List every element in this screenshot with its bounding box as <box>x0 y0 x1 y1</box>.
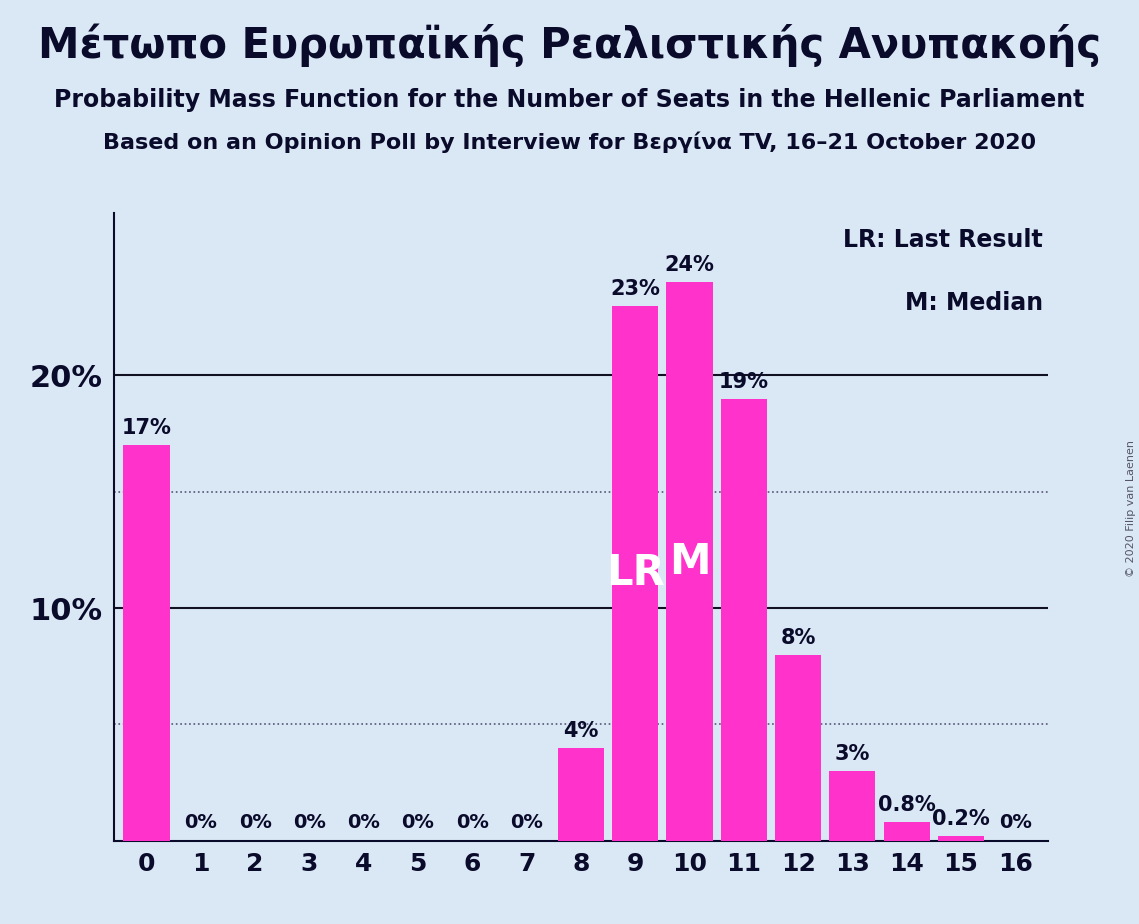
Text: 19%: 19% <box>719 371 769 392</box>
Bar <box>612 306 658 841</box>
Text: 0%: 0% <box>239 812 271 832</box>
Text: 0%: 0% <box>402 812 434 832</box>
Bar <box>775 655 821 841</box>
Text: LR: Last Result: LR: Last Result <box>844 228 1043 252</box>
Text: 8%: 8% <box>780 627 816 648</box>
Bar <box>721 398 767 841</box>
Text: 0%: 0% <box>347 812 380 832</box>
Bar <box>123 445 170 841</box>
Text: 17%: 17% <box>122 419 171 438</box>
Bar <box>884 822 929 841</box>
Text: © 2020 Filip van Laenen: © 2020 Filip van Laenen <box>1126 440 1136 577</box>
Text: Probability Mass Function for the Number of Seats in the Hellenic Parliament: Probability Mass Function for the Number… <box>55 88 1084 112</box>
Text: 0%: 0% <box>510 812 543 832</box>
Text: M: M <box>669 541 711 583</box>
Bar <box>937 836 984 841</box>
Text: 24%: 24% <box>664 255 714 275</box>
Bar <box>558 748 604 841</box>
Text: 3%: 3% <box>835 744 870 764</box>
Text: 0.8%: 0.8% <box>878 796 935 815</box>
Bar <box>666 283 713 841</box>
Text: 0%: 0% <box>293 812 326 832</box>
Text: Μέτωπο Ευρωπαϊκής Ρεαλιστικής Ανυπακοής: Μέτωπο Ευρωπαϊκής Ρεαλιστικής Ανυπακοής <box>38 23 1101 67</box>
Text: 23%: 23% <box>611 279 661 298</box>
Text: 0.2%: 0.2% <box>932 809 990 829</box>
Text: Based on an Opinion Poll by Interview for Βεργίνα TV, 16–21 October 2020: Based on an Opinion Poll by Interview fo… <box>103 131 1036 152</box>
Text: M: Median: M: Median <box>906 291 1043 315</box>
Text: 0%: 0% <box>999 812 1032 832</box>
Bar <box>829 771 876 841</box>
Text: 0%: 0% <box>456 812 489 832</box>
Text: LR: LR <box>606 553 664 594</box>
Text: 4%: 4% <box>563 721 599 741</box>
Text: 0%: 0% <box>185 812 218 832</box>
